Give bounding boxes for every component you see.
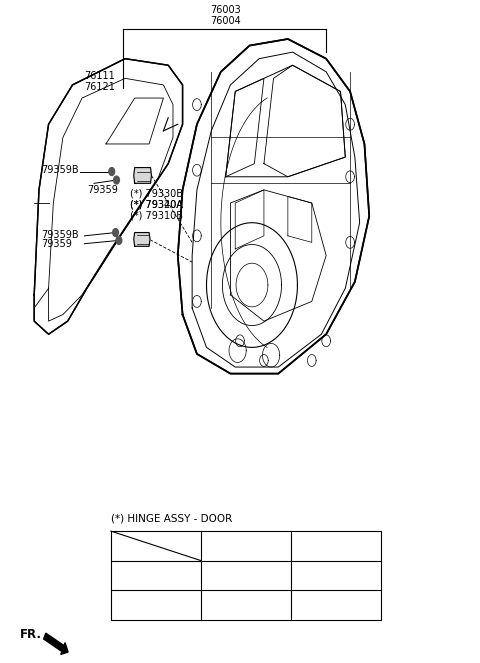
Text: 79325-1Y000: 79325-1Y000 — [301, 600, 371, 610]
Text: RH: RH — [148, 600, 163, 610]
Text: 76111
76121: 76111 76121 — [84, 71, 115, 92]
Text: (*) 79330B
(*) 79340A: (*) 79330B (*) 79340A — [130, 188, 183, 210]
Polygon shape — [134, 233, 150, 247]
Text: FR.: FR. — [20, 629, 42, 641]
Text: 79359B: 79359B — [41, 229, 79, 239]
Text: 79359: 79359 — [87, 185, 118, 195]
Text: 79359: 79359 — [41, 239, 72, 249]
Text: 76003
76004: 76003 76004 — [210, 5, 241, 26]
Polygon shape — [134, 168, 152, 184]
Text: 79310-0U000: 79310-0U000 — [211, 570, 281, 580]
FancyArrow shape — [44, 633, 68, 654]
Bar — [111, 531, 381, 620]
Text: UPR: UPR — [236, 541, 256, 551]
Text: (*) HINGE ASSY - DOOR: (*) HINGE ASSY - DOOR — [111, 513, 232, 523]
Polygon shape — [34, 58, 182, 334]
Text: 79320-0U000: 79320-0U000 — [211, 600, 281, 610]
Text: LH: LH — [149, 570, 163, 580]
Text: 79359B: 79359B — [41, 165, 79, 175]
Circle shape — [113, 229, 119, 237]
Text: (*) 79320A
(*) 79310B: (*) 79320A (*) 79310B — [130, 200, 183, 220]
Polygon shape — [178, 39, 369, 374]
Circle shape — [114, 176, 120, 184]
Text: 79315-1Y000: 79315-1Y000 — [301, 570, 371, 580]
Text: LWR: LWR — [325, 541, 347, 551]
Circle shape — [109, 168, 115, 176]
Circle shape — [116, 237, 122, 245]
